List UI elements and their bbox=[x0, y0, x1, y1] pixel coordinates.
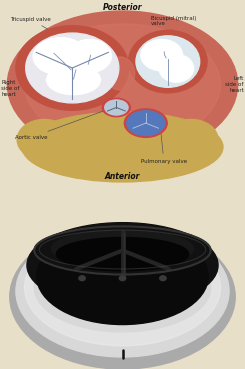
Ellipse shape bbox=[132, 139, 181, 173]
Ellipse shape bbox=[27, 223, 218, 308]
Ellipse shape bbox=[141, 39, 183, 71]
Ellipse shape bbox=[51, 230, 194, 267]
Ellipse shape bbox=[24, 24, 220, 145]
Ellipse shape bbox=[164, 120, 218, 160]
Text: Anterior: Anterior bbox=[105, 172, 140, 181]
Circle shape bbox=[119, 276, 126, 281]
Ellipse shape bbox=[37, 228, 208, 325]
Text: Pulmonary valve: Pulmonary valve bbox=[141, 131, 187, 164]
Ellipse shape bbox=[124, 109, 167, 137]
Ellipse shape bbox=[33, 38, 87, 75]
Text: Tricuspid valve: Tricuspid valve bbox=[10, 17, 50, 30]
Ellipse shape bbox=[44, 249, 201, 319]
Ellipse shape bbox=[67, 39, 111, 73]
Ellipse shape bbox=[136, 36, 200, 87]
Ellipse shape bbox=[102, 98, 130, 117]
Ellipse shape bbox=[22, 112, 223, 182]
Text: Left
side of
heart: Left side of heart bbox=[225, 76, 244, 93]
Ellipse shape bbox=[105, 57, 135, 90]
Text: Posterior: Posterior bbox=[103, 3, 142, 12]
Ellipse shape bbox=[159, 55, 194, 82]
Ellipse shape bbox=[47, 65, 100, 94]
Ellipse shape bbox=[10, 224, 235, 369]
Ellipse shape bbox=[16, 225, 229, 357]
Ellipse shape bbox=[86, 147, 159, 176]
Circle shape bbox=[79, 276, 85, 281]
Text: Right
side of
heart: Right side of heart bbox=[1, 79, 20, 97]
Ellipse shape bbox=[127, 111, 165, 135]
Ellipse shape bbox=[16, 26, 129, 110]
Ellipse shape bbox=[24, 229, 220, 346]
Ellipse shape bbox=[26, 33, 119, 103]
Text: Aortic valve: Aortic valve bbox=[15, 110, 105, 140]
Ellipse shape bbox=[34, 226, 211, 275]
Ellipse shape bbox=[129, 30, 207, 93]
Ellipse shape bbox=[7, 11, 238, 158]
Ellipse shape bbox=[64, 139, 113, 173]
Ellipse shape bbox=[105, 100, 128, 115]
Text: Bicuspid (mitral)
valve: Bicuspid (mitral) valve bbox=[151, 15, 196, 30]
Ellipse shape bbox=[34, 243, 211, 332]
Circle shape bbox=[160, 276, 166, 281]
Ellipse shape bbox=[56, 238, 189, 271]
Ellipse shape bbox=[17, 120, 71, 160]
